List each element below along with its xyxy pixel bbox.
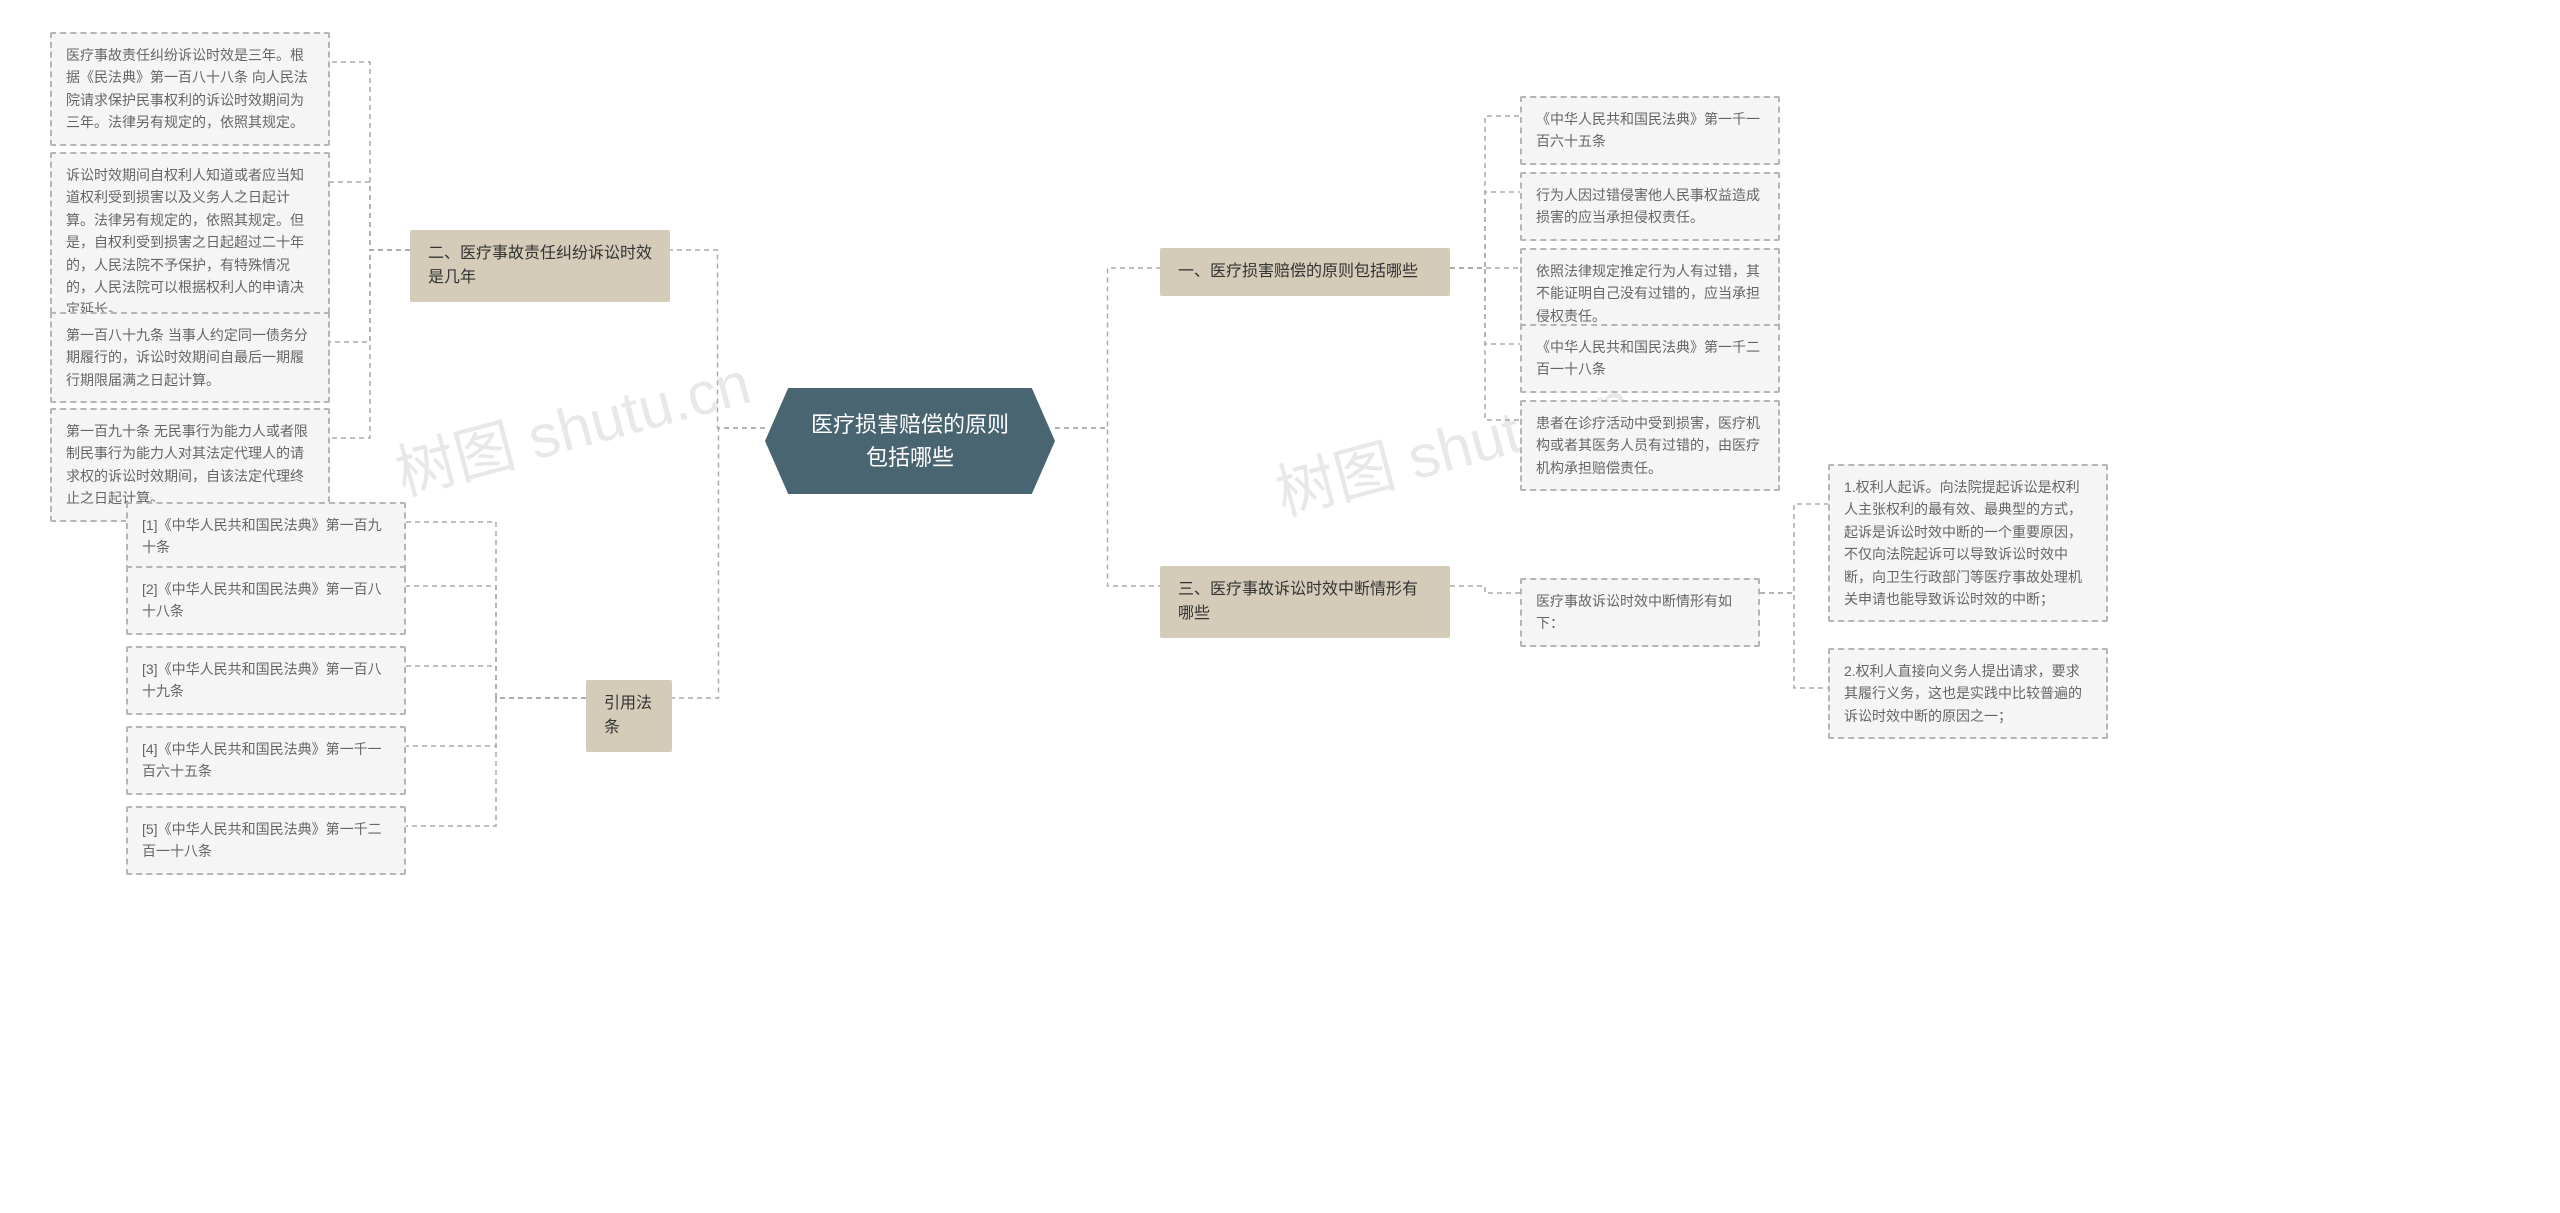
leaf-reference-2: [3]《中华人民共和国民法典》第一百八十九条 [126,646,406,715]
branch-limitation: 二、医疗事故责任纠纷诉讼时效是几年 [410,230,670,302]
leaf-principles-1: 行为人因过错侵害他人民事权益造成损害的应当承担侵权责任。 [1520,172,1780,241]
leaf-reference-3: [4]《中华人民共和国民法典》第一千一百六十五条 [126,726,406,795]
leaf-limitation-2: 第一百八十九条 当事人约定同一债务分期履行的，诉讼时效期间自最后一期履行期限届满… [50,312,330,403]
sub-interruption: 医疗事故诉讼时效中断情形有如下： [1520,578,1760,647]
leaf-interruption-1: 2.权利人直接向义务人提出请求，要求其履行义务，这也是实践中比较普遍的诉讼时效中… [1828,648,2108,739]
leaf-reference-0: [1]《中华人民共和国民法典》第一百九十条 [126,502,406,571]
leaf-principles-3: 《中华人民共和国民法典》第一千二百一十八条 [1520,324,1780,393]
leaf-limitation-1: 诉讼时效期间自权利人知道或者应当知道权利受到损害以及义务人之日起计算。法律另有规… [50,152,330,333]
center-node: 医疗损害赔偿的原则包括哪些 [765,388,1055,494]
branch-principles: 一、医疗损害赔偿的原则包括哪些 [1160,248,1450,296]
leaf-limitation-0: 医疗事故责任纠纷诉讼时效是三年。根据《民法典》第一百八十八条 向人民法院请求保护… [50,32,330,146]
branch-references: 引用法条 [586,680,672,752]
leaf-principles-4: 患者在诊疗活动中受到损害，医疗机构或者其医务人员有过错的，由医疗机构承担赔偿责任… [1520,400,1780,491]
leaf-reference-4: [5]《中华人民共和国民法典》第一千二百一十八条 [126,806,406,875]
watermark: 树图 shutu.cn [385,334,759,512]
leaf-reference-1: [2]《中华人民共和国民法典》第一百八十八条 [126,566,406,635]
leaf-interruption-0: 1.权利人起诉。向法院提起诉讼是权利人主张权利的最有效、最典型的方式，起诉是诉讼… [1828,464,2108,622]
leaf-principles-0: 《中华人民共和国民法典》第一千一百六十五条 [1520,96,1780,165]
branch-interruption: 三、医疗事故诉讼时效中断情形有哪些 [1160,566,1450,638]
